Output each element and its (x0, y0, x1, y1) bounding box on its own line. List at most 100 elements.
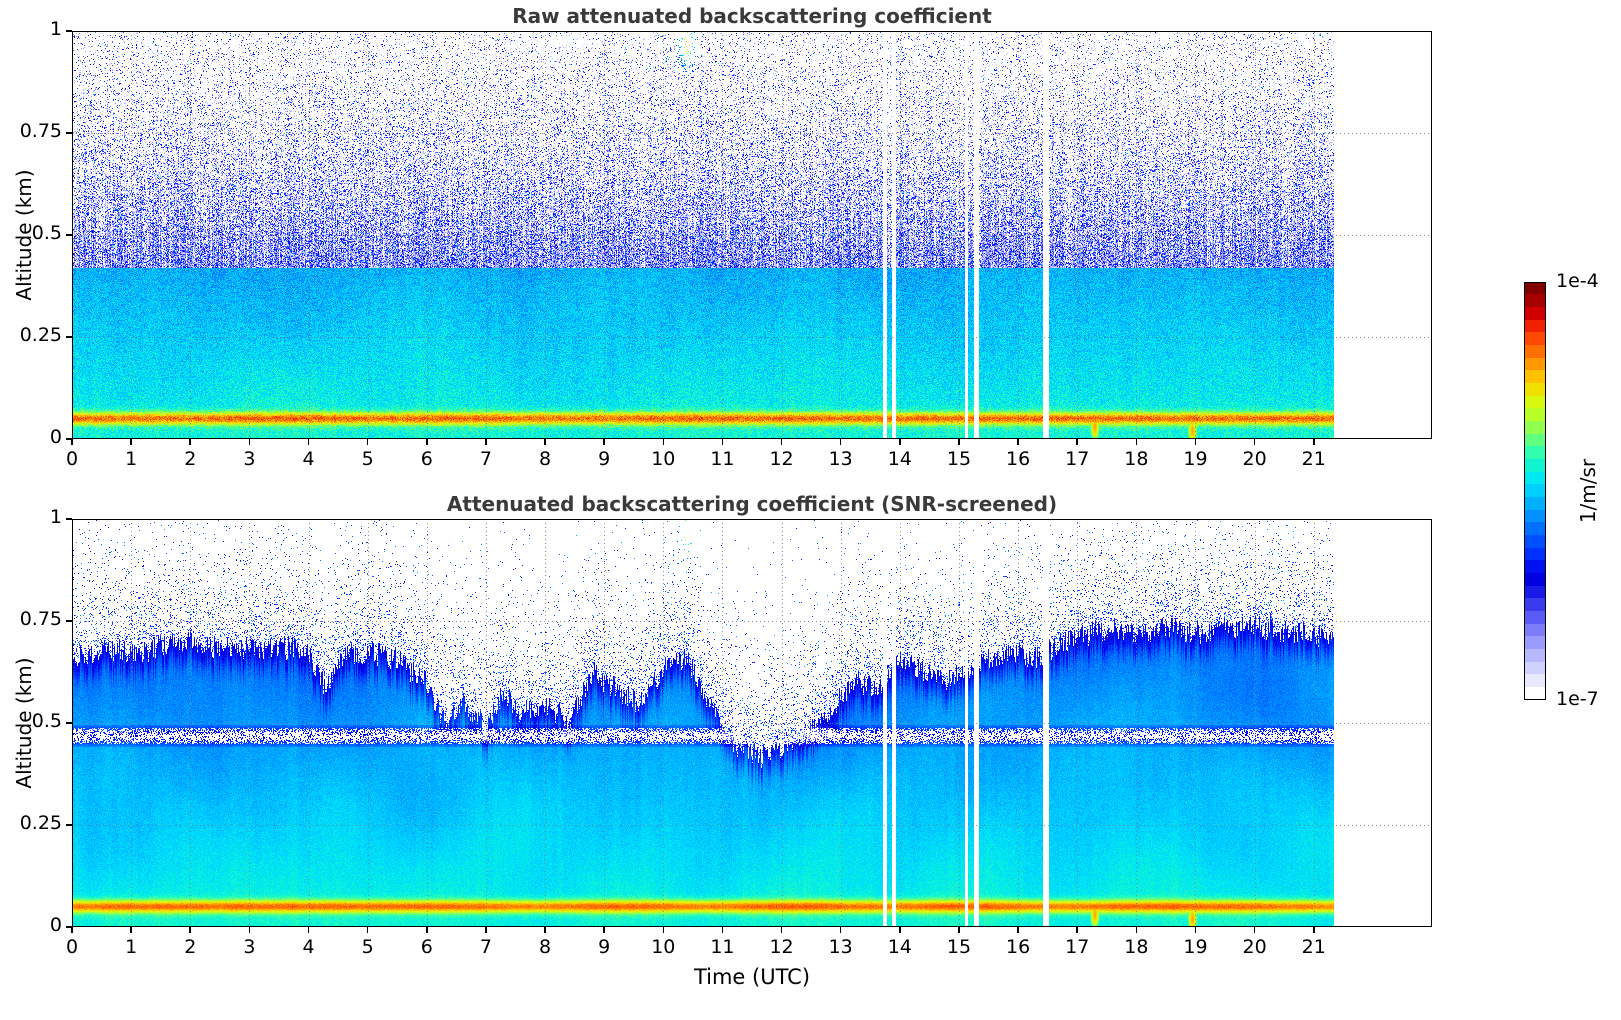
y-tick-mark (66, 518, 72, 520)
x-tick-label: 1 (125, 448, 138, 470)
x-tick-label: 16 (1005, 448, 1031, 470)
x-tick-label: 10 (651, 448, 676, 470)
x-tick-mark (662, 927, 665, 933)
x-tick-mark (1253, 927, 1256, 933)
x-tick-label: 21 (1301, 448, 1326, 470)
y-tick-mark (66, 336, 72, 338)
x-tick-label: 18 (1124, 448, 1149, 470)
x-tick-mark (544, 927, 546, 933)
x-tick-label: 18 (1124, 936, 1149, 958)
x-tick-mark (1135, 927, 1138, 933)
colorbar-frame (1524, 282, 1546, 700)
colorbar-min-label: 1e-7 (1556, 688, 1599, 710)
panel-title-screened: Attenuated backscattering coefficient (S… (446, 492, 1058, 516)
x-tick-label: 20 (1242, 448, 1267, 470)
x-tick-label: 13 (828, 936, 853, 958)
x-tick-mark (130, 927, 132, 933)
x-tick-label: 14 (887, 936, 912, 958)
x-tick-mark (899, 927, 901, 933)
x-tick-label: 9 (598, 936, 611, 958)
x-tick-label: 10 (651, 936, 676, 958)
y-tick-mark (66, 620, 72, 622)
y-tick-label: 0.25 (19, 812, 62, 834)
x-tick-mark (248, 927, 251, 933)
x-tick-mark (485, 927, 487, 933)
y-tick-label: 1 (49, 18, 62, 40)
x-tick-label: 6 (420, 448, 433, 470)
y-tick-label: 0.5 (31, 710, 62, 732)
x-tick-label: 17 (1065, 448, 1090, 470)
y-tick-mark (66, 30, 72, 32)
x-tick-mark (1194, 927, 1197, 933)
x-tick-label: 7 (479, 448, 492, 470)
x-tick-label: 19 (1183, 936, 1208, 958)
x-tick-label: 8 (538, 936, 552, 958)
x-tick-mark (425, 927, 428, 933)
x-tick-mark (425, 439, 428, 445)
x-tick-mark (130, 439, 132, 445)
x-axis-title: Time (UTC) (693, 965, 811, 989)
x-tick-label: 17 (1065, 936, 1090, 958)
x-tick-mark (839, 439, 842, 445)
x-tick-label: 3 (243, 448, 256, 470)
panel-title-raw: Raw attenuated backscattering coefficien… (512, 4, 992, 28)
x-tick-label: 0 (65, 936, 79, 958)
x-tick-mark (248, 439, 251, 445)
x-tick-mark (780, 927, 783, 933)
x-tick-mark (307, 927, 310, 933)
x-tick-label: 15 (946, 448, 972, 470)
x-tick-mark (958, 927, 960, 933)
x-tick-label: 6 (420, 936, 433, 958)
x-tick-label: 5 (361, 936, 374, 958)
y-tick-label: 0.5 (31, 222, 62, 244)
x-tick-label: 21 (1301, 936, 1326, 958)
x-tick-mark (1312, 439, 1315, 445)
x-tick-mark (721, 439, 724, 445)
x-tick-mark (1135, 439, 1138, 445)
x-tick-label: 7 (479, 936, 492, 958)
x-tick-mark (603, 927, 605, 933)
x-tick-label: 11 (710, 936, 735, 958)
x-tick-label: 13 (828, 448, 853, 470)
x-tick-mark (603, 439, 605, 445)
y-tick-label: 0.75 (19, 120, 62, 142)
x-tick-mark (1253, 439, 1256, 445)
colorbar-unit-label: 1/m/sr (1576, 458, 1600, 524)
x-tick-mark (189, 439, 192, 445)
x-tick-label: 8 (538, 448, 552, 470)
x-tick-label: 4 (302, 448, 315, 470)
x-tick-mark (1312, 927, 1315, 933)
x-tick-label: 9 (598, 448, 611, 470)
x-tick-label: 12 (769, 936, 794, 958)
x-tick-mark (1017, 439, 1019, 445)
x-tick-label: 2 (184, 448, 197, 470)
x-tick-label: 14 (887, 448, 912, 470)
x-tick-mark (544, 439, 546, 445)
x-tick-label: 4 (302, 936, 315, 958)
x-tick-mark (958, 439, 960, 445)
x-tick-mark (366, 927, 369, 933)
x-tick-mark (899, 439, 901, 445)
x-tick-label: 0 (65, 448, 79, 470)
heatmap-raw-backscatter (72, 31, 1432, 439)
x-tick-label: 20 (1242, 936, 1267, 958)
y-tick-mark (66, 234, 72, 236)
colorbar-gradient (1524, 282, 1546, 700)
x-tick-mark (662, 439, 665, 445)
x-tick-mark (1017, 927, 1019, 933)
x-tick-mark (71, 927, 73, 933)
x-tick-mark (839, 927, 842, 933)
y-tick-mark (66, 926, 72, 928)
x-tick-label: 11 (710, 448, 735, 470)
x-tick-mark (366, 439, 369, 445)
x-tick-mark (1194, 439, 1197, 445)
x-tick-label: 5 (361, 448, 374, 470)
y-tick-label: 0.25 (19, 324, 62, 346)
y-tick-mark (66, 722, 72, 724)
x-tick-label: 15 (946, 936, 972, 958)
x-tick-label: 2 (184, 936, 197, 958)
y-tick-mark (66, 824, 72, 826)
heatmap-screened-backscatter (72, 519, 1432, 927)
colorbar-max-label: 1e-4 (1556, 270, 1599, 292)
